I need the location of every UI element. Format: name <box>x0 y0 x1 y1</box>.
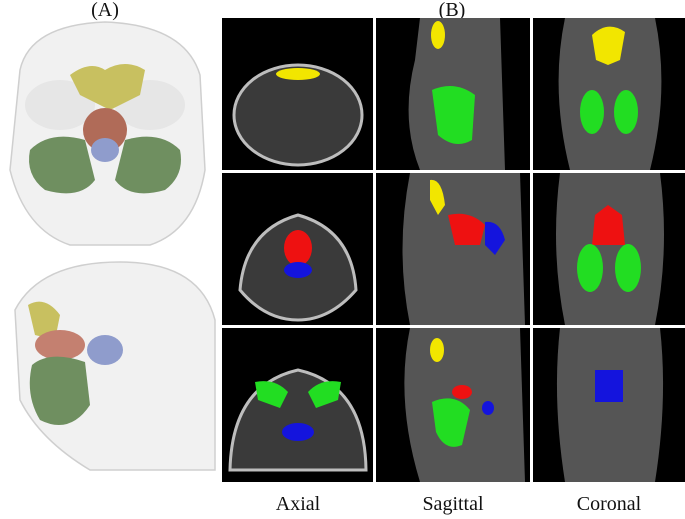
head <box>556 173 664 325</box>
maxillary-sinus <box>432 86 475 144</box>
frontal-sinus <box>430 179 445 215</box>
maxillary-sinus <box>615 244 641 292</box>
sphenoid-sinus <box>482 401 494 415</box>
frontal-sinus <box>430 338 444 362</box>
ethmoid-sinus <box>284 230 312 266</box>
ethmoid-sinus <box>592 205 625 245</box>
head <box>556 328 664 482</box>
maxillary-sinus <box>29 356 90 425</box>
frontal-sinus <box>431 21 445 49</box>
view-label: Axial <box>276 493 321 515</box>
ethmoid-sinus <box>83 108 127 152</box>
ethmoid-sinus <box>452 385 472 399</box>
view-label: Coronal <box>577 493 642 515</box>
maxillary-sinus <box>614 90 638 134</box>
frontal-sinus <box>28 301 60 340</box>
ethmoid-sinus <box>448 213 485 245</box>
maxillary-sinus <box>432 398 470 447</box>
head <box>402 173 525 325</box>
frontal-sinus <box>592 26 625 65</box>
skull-lateral <box>14 261 216 471</box>
head <box>232 63 364 167</box>
maxillary-sinus <box>308 381 341 408</box>
maxillary-sinus <box>580 90 604 134</box>
maxillary-sinus <box>115 136 181 194</box>
sphenoid-sinus <box>91 138 119 162</box>
sphenoid-sinus <box>87 335 123 365</box>
skull-frontal <box>9 21 206 246</box>
sphenoid-sinus <box>595 370 623 402</box>
orbit <box>25 80 95 130</box>
view-label: Sagittal <box>422 493 484 515</box>
maxillary-sinus <box>255 381 288 408</box>
ethmoid-sinus <box>35 330 85 360</box>
frontal-sinus <box>70 64 145 110</box>
ct-grid <box>222 18 685 482</box>
maxillary-sinus <box>29 136 95 194</box>
frontal-sinus <box>276 68 320 80</box>
sphenoid-sinus <box>282 423 314 441</box>
maxillary-sinus <box>577 244 603 292</box>
head <box>558 18 662 170</box>
sphenoid-sinus <box>284 262 312 278</box>
panel-label: (A) <box>91 0 119 21</box>
sphenoid-sinus <box>485 221 505 255</box>
panel-label: (B) <box>439 0 466 21</box>
